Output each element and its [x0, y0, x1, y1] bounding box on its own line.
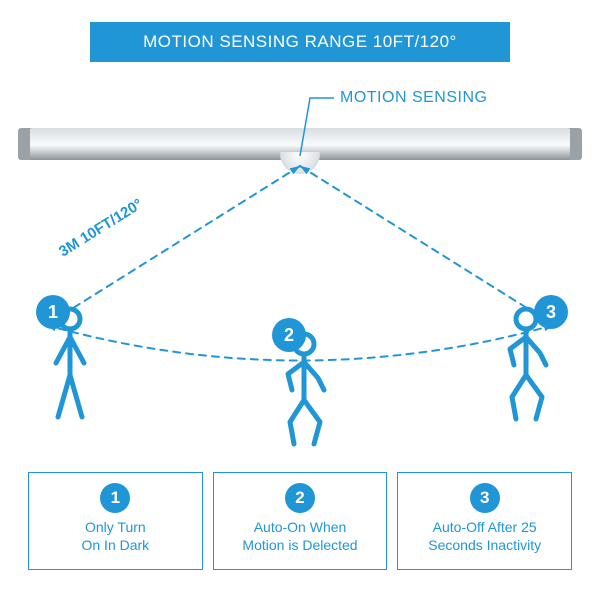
steps-row: 1 Only TurnOn In Dark 2 Auto-On WhenMoti… — [28, 472, 572, 570]
person-figure-1: 1 — [42, 305, 98, 425]
step-text-3: Auto-Off After 25Seconds Inactivity — [428, 519, 541, 554]
step-number-3: 3 — [470, 483, 500, 513]
person-figure-3: 3 — [498, 305, 554, 425]
person-number-3: 3 — [534, 295, 568, 329]
person-number-2: 2 — [272, 318, 306, 352]
sensor-dome — [280, 152, 320, 174]
motion-sensing-label: MOTION SENSING — [340, 89, 487, 107]
step-box-1: 1 Only TurnOn In Dark — [28, 472, 203, 570]
header-title: MOTION SENSING RANGE 10FT/120° — [143, 32, 457, 52]
person-number-1: 1 — [36, 295, 70, 329]
step-text-1: Only TurnOn In Dark — [81, 519, 149, 554]
range-label: 3M 10FT/120° — [56, 196, 146, 261]
step-number-1: 1 — [100, 483, 130, 513]
step-box-3: 3 Auto-Off After 25Seconds Inactivity — [397, 472, 572, 570]
step-text-2: Auto-On WhenMotion is Delected — [242, 519, 357, 554]
step-number-2: 2 — [285, 483, 315, 513]
person-figure-2: 2 — [276, 330, 332, 450]
header-banner: MOTION SENSING RANGE 10FT/120° — [90, 22, 510, 62]
step-box-2: 2 Auto-On WhenMotion is Delected — [213, 472, 388, 570]
